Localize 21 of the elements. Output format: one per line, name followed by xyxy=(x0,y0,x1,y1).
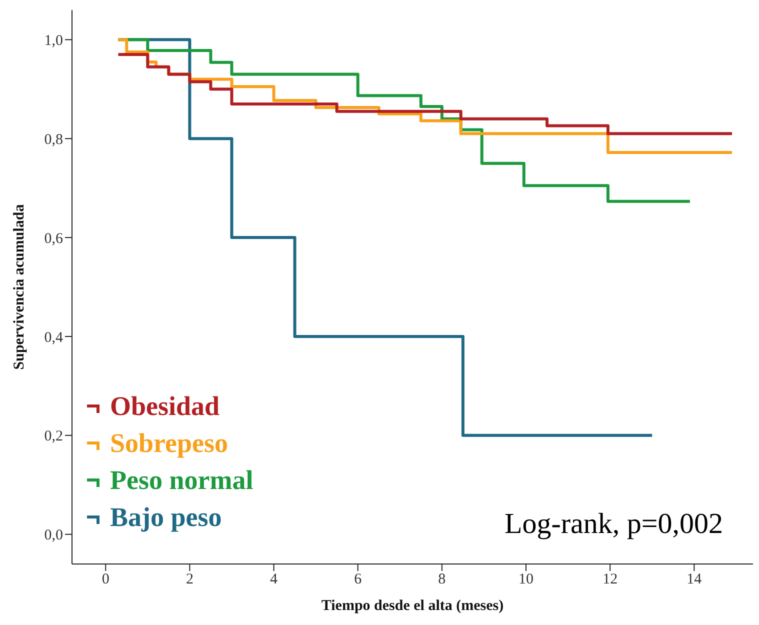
y-tick-label: 1,0 xyxy=(44,33,63,50)
x-axis-title: Tiempo desde el alta (meses) xyxy=(321,598,504,614)
legend-label: Bajo peso xyxy=(109,501,223,534)
y-tick-label: 0,4 xyxy=(44,330,64,346)
x-tick-label: 2 xyxy=(186,572,194,588)
y-tick-label: 0,0 xyxy=(44,528,63,544)
y-axis-title: Supervivencia acumulada xyxy=(11,204,28,370)
x-tick-label: 6 xyxy=(354,572,362,588)
legend-label: Sobrepeso xyxy=(109,427,230,460)
y-tick-label: 0,8 xyxy=(44,132,63,148)
x-tick-label: 10 xyxy=(518,572,534,588)
x-tick-label: 8 xyxy=(438,572,446,588)
annotation: Log-rank, p=0,002 xyxy=(504,508,723,541)
legend-label: Obesidad xyxy=(109,390,221,423)
x-tick-label: 4 xyxy=(270,572,278,588)
x-tick-label: 0 xyxy=(102,572,110,588)
y-tick-label: 0,2 xyxy=(44,428,63,445)
x-tick-label: 14 xyxy=(686,572,702,588)
y-tick-label: 0,6 xyxy=(44,230,64,247)
legend-label: Peso normal xyxy=(109,464,254,497)
x-tick-label: 12 xyxy=(602,572,618,588)
